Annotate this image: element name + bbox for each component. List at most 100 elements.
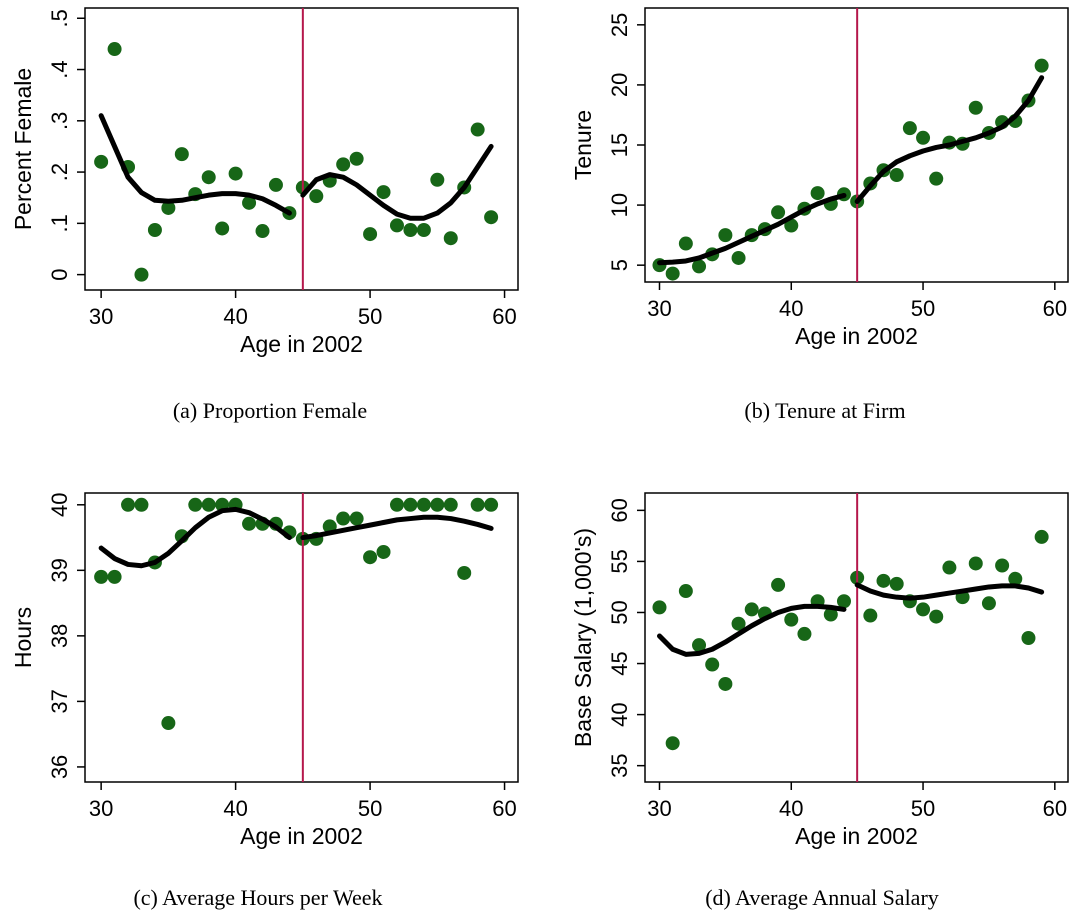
point (443, 497, 458, 512)
x-tick-label: 60 (1043, 796, 1067, 821)
point (981, 596, 996, 611)
fit-line (656, 603, 847, 657)
y-tick-label: 40 (47, 493, 72, 517)
y-tick-label: .4 (47, 60, 72, 78)
x-tick-label: 40 (779, 296, 803, 321)
point (692, 638, 707, 653)
y-tick-label: .2 (47, 163, 72, 181)
x-tick-label: 30 (89, 304, 113, 329)
point (336, 157, 351, 172)
point (784, 612, 799, 627)
caption: (b) Tenure at Firm (744, 398, 905, 423)
point (823, 607, 838, 622)
point (863, 608, 878, 623)
point (94, 569, 109, 584)
y-tick-label: 35 (607, 753, 632, 777)
point (678, 584, 693, 599)
point (416, 497, 431, 512)
point (161, 200, 176, 215)
point (443, 231, 458, 246)
point (457, 565, 472, 580)
point (255, 224, 270, 239)
point (403, 497, 418, 512)
fit-line (854, 582, 1045, 601)
y-tick-label: 50 (607, 600, 632, 624)
x-axis-label: Age in 2002 (795, 323, 918, 349)
x-tick-label: 30 (89, 796, 113, 821)
point (363, 550, 378, 565)
point (242, 195, 257, 210)
point (389, 497, 404, 512)
point (201, 170, 216, 185)
point (784, 218, 799, 233)
point (484, 497, 499, 512)
x-tick-label: 50 (358, 796, 382, 821)
y-tick-label: 55 (607, 549, 632, 573)
point (692, 259, 707, 274)
y-tick-label: 25 (607, 13, 632, 37)
point (902, 121, 917, 136)
point (771, 577, 786, 592)
point (242, 516, 257, 531)
point (121, 497, 136, 512)
point (389, 218, 404, 233)
point (215, 221, 230, 236)
fit-line (854, 75, 1045, 204)
point (810, 186, 825, 201)
point (134, 497, 149, 512)
point (665, 736, 680, 751)
point (470, 122, 485, 137)
point (889, 168, 904, 183)
y-tick-label: 15 (607, 133, 632, 157)
point (1021, 631, 1036, 646)
point (968, 556, 983, 571)
x-tick-label: 60 (1043, 296, 1067, 321)
y-tick-label: 5 (607, 259, 632, 271)
point (929, 609, 944, 624)
x-tick-label: 30 (647, 796, 671, 821)
point (678, 236, 693, 251)
point (916, 602, 931, 617)
y-tick-label: 45 (607, 651, 632, 675)
point (1034, 529, 1049, 544)
point (942, 560, 957, 575)
point (336, 511, 351, 526)
point (968, 100, 983, 115)
x-tick-label: 60 (492, 796, 516, 821)
y-tick-label: .5 (47, 9, 72, 27)
y-tick-label: 20 (607, 73, 632, 97)
point (995, 558, 1010, 573)
x-axis-label: Age in 2002 (240, 823, 363, 849)
y-axis-label: Percent Female (10, 68, 36, 230)
point (1008, 571, 1023, 586)
point (652, 600, 667, 615)
fit-line (656, 192, 847, 266)
fit-line (98, 506, 292, 569)
point (731, 250, 746, 265)
point (470, 497, 485, 512)
caption: (a) Proportion Female (173, 398, 367, 423)
y-tick-label: 40 (607, 702, 632, 726)
point (771, 205, 786, 220)
point (107, 569, 122, 584)
point (484, 210, 499, 225)
x-tick-label: 50 (911, 296, 935, 321)
fit-line (98, 113, 292, 216)
x-tick-label: 50 (358, 304, 382, 329)
y-tick-label: 60 (607, 498, 632, 522)
fit-line (300, 143, 494, 221)
y-tick-label: .3 (47, 112, 72, 130)
point (744, 602, 759, 617)
point (416, 223, 431, 238)
point (916, 130, 931, 145)
y-tick-label: 39 (47, 558, 72, 582)
y-tick-label: .1 (47, 214, 72, 232)
point (403, 223, 418, 238)
point (731, 616, 746, 631)
plot-frame (84, 7, 519, 291)
point (376, 185, 391, 200)
point (349, 511, 364, 526)
x-axis-label: Age in 2002 (795, 823, 918, 849)
y-axis-label: Hours (10, 607, 36, 668)
